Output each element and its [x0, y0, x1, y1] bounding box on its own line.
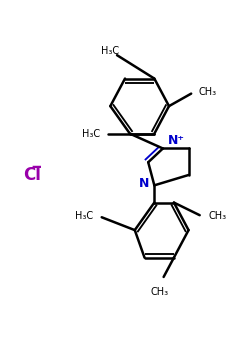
Text: H₃C: H₃C: [101, 46, 119, 56]
Text: CH₃: CH₃: [208, 211, 226, 221]
Text: N⁺: N⁺: [168, 134, 185, 147]
Text: H₃C: H₃C: [82, 129, 100, 139]
Text: CH₃: CH₃: [150, 287, 168, 297]
Text: CH₃: CH₃: [198, 88, 216, 97]
Text: H₃C: H₃C: [75, 211, 93, 221]
Text: Cl̅: Cl̅: [23, 166, 41, 184]
Text: N: N: [139, 177, 149, 190]
